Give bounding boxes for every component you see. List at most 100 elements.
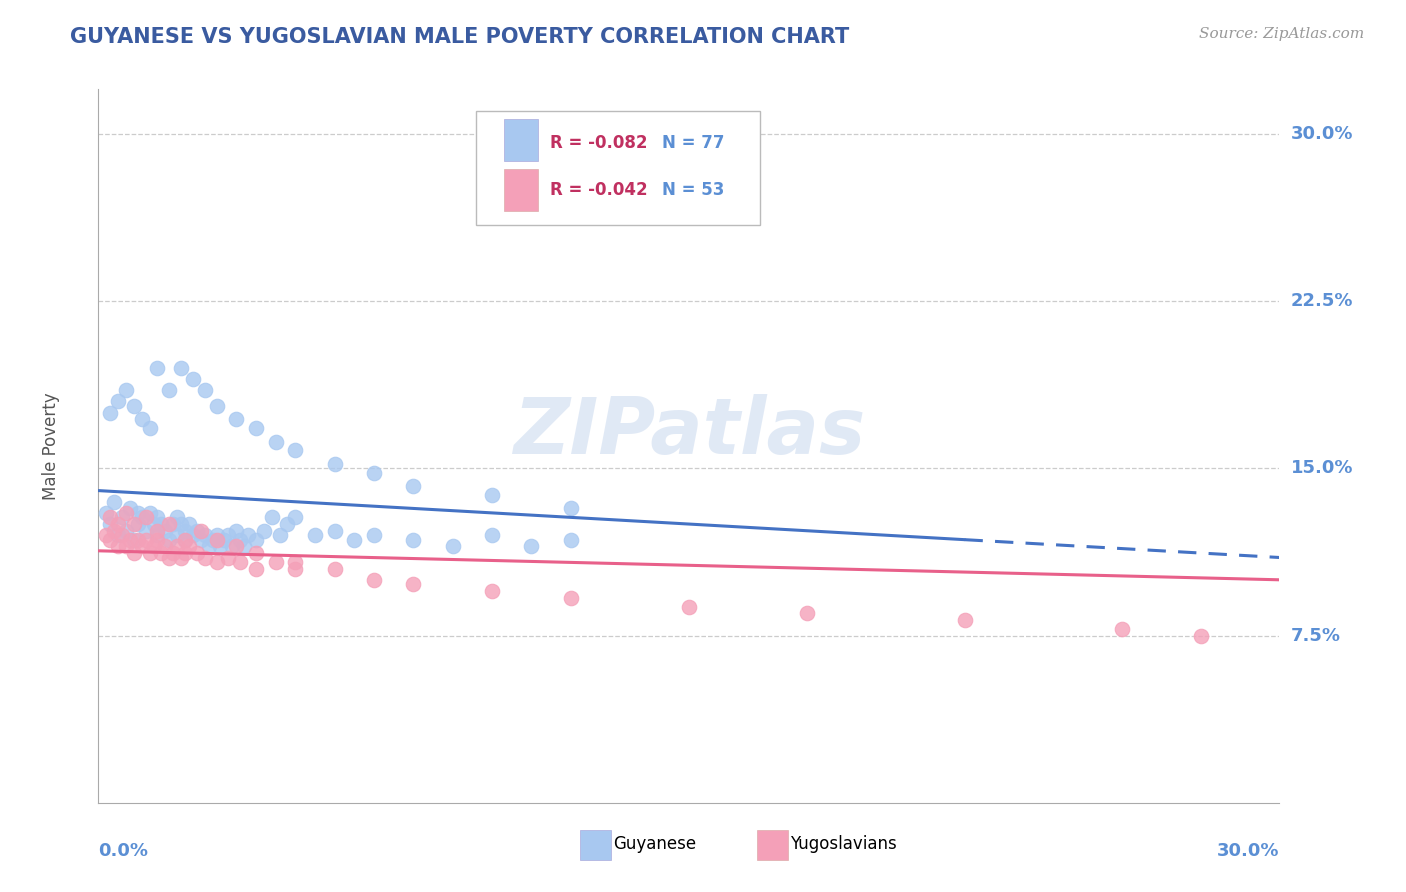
Point: [127, 533, 149, 547]
Point: [146, 510, 169, 524]
Point: [304, 528, 326, 542]
Point: [343, 533, 366, 547]
FancyBboxPatch shape: [503, 119, 537, 161]
Point: [131, 412, 153, 426]
Point: [236, 528, 259, 542]
Point: [103, 494, 125, 508]
Point: [162, 546, 184, 560]
Point: [138, 546, 160, 560]
Point: [98, 533, 121, 547]
Point: [209, 539, 232, 553]
Point: [481, 583, 503, 598]
Point: [678, 599, 700, 614]
Point: [1189, 628, 1212, 642]
Point: [197, 539, 219, 553]
Point: [174, 546, 197, 560]
Point: [205, 555, 228, 569]
Text: GUYANESE VS YUGOSLAVIAN MALE POVERTY CORRELATION CHART: GUYANESE VS YUGOSLAVIAN MALE POVERTY COR…: [70, 27, 849, 46]
Point: [560, 501, 582, 516]
Text: Yugoslavians: Yugoslavians: [790, 835, 897, 853]
Point: [323, 457, 346, 471]
Text: Source: ZipAtlas.com: Source: ZipAtlas.com: [1198, 27, 1364, 41]
Point: [174, 533, 197, 547]
Point: [225, 412, 247, 426]
Point: [118, 501, 141, 516]
Point: [441, 539, 464, 553]
Point: [122, 516, 145, 531]
Point: [181, 528, 204, 542]
Point: [146, 528, 169, 542]
Text: 7.5%: 7.5%: [1291, 626, 1340, 645]
Point: [264, 555, 287, 569]
Point: [122, 546, 145, 560]
Text: ZIPatlas: ZIPatlas: [513, 393, 865, 470]
Point: [284, 443, 307, 458]
Point: [402, 533, 425, 547]
Point: [402, 479, 425, 493]
Point: [953, 613, 976, 627]
Point: [323, 562, 346, 576]
Point: [520, 539, 543, 553]
Text: R = -0.082: R = -0.082: [550, 134, 647, 152]
Point: [146, 524, 169, 538]
Point: [111, 528, 134, 542]
Point: [245, 533, 267, 547]
Point: [225, 539, 247, 553]
Point: [264, 434, 287, 449]
Point: [205, 399, 228, 413]
Text: Guyanese: Guyanese: [613, 835, 696, 853]
Point: [284, 510, 307, 524]
Point: [115, 539, 138, 553]
Point: [98, 510, 121, 524]
Point: [245, 562, 267, 576]
Point: [205, 528, 228, 542]
Point: [1111, 622, 1133, 636]
Point: [194, 550, 217, 565]
Point: [181, 372, 204, 386]
Point: [363, 528, 385, 542]
Point: [122, 399, 145, 413]
Point: [103, 524, 125, 538]
Point: [284, 555, 307, 569]
Point: [155, 524, 177, 538]
Point: [138, 506, 160, 520]
Point: [135, 510, 157, 524]
Point: [205, 533, 228, 547]
Point: [363, 466, 385, 480]
Text: N = 53: N = 53: [662, 181, 724, 199]
Point: [177, 539, 200, 553]
Point: [194, 384, 217, 398]
Point: [111, 510, 134, 524]
Point: [146, 533, 169, 547]
Point: [98, 516, 121, 531]
Point: [170, 550, 193, 565]
Point: [269, 528, 291, 542]
Point: [162, 516, 184, 531]
FancyBboxPatch shape: [477, 111, 759, 225]
Point: [146, 360, 169, 375]
Point: [201, 533, 224, 547]
Point: [214, 533, 236, 547]
Point: [127, 506, 149, 520]
Point: [245, 421, 267, 435]
Point: [107, 528, 129, 542]
Point: [245, 546, 267, 560]
Point: [190, 533, 212, 547]
Point: [118, 533, 141, 547]
Point: [174, 533, 197, 547]
Point: [186, 524, 208, 538]
Point: [115, 506, 138, 520]
Text: 22.5%: 22.5%: [1291, 292, 1353, 310]
Point: [190, 524, 212, 538]
FancyBboxPatch shape: [758, 830, 789, 860]
Point: [170, 516, 193, 531]
Text: R = -0.042: R = -0.042: [550, 181, 647, 199]
Point: [481, 488, 503, 502]
Point: [796, 607, 818, 621]
Point: [127, 516, 149, 531]
Point: [157, 550, 180, 565]
Point: [131, 539, 153, 553]
Point: [166, 510, 188, 524]
Point: [96, 528, 118, 542]
Point: [174, 524, 197, 538]
